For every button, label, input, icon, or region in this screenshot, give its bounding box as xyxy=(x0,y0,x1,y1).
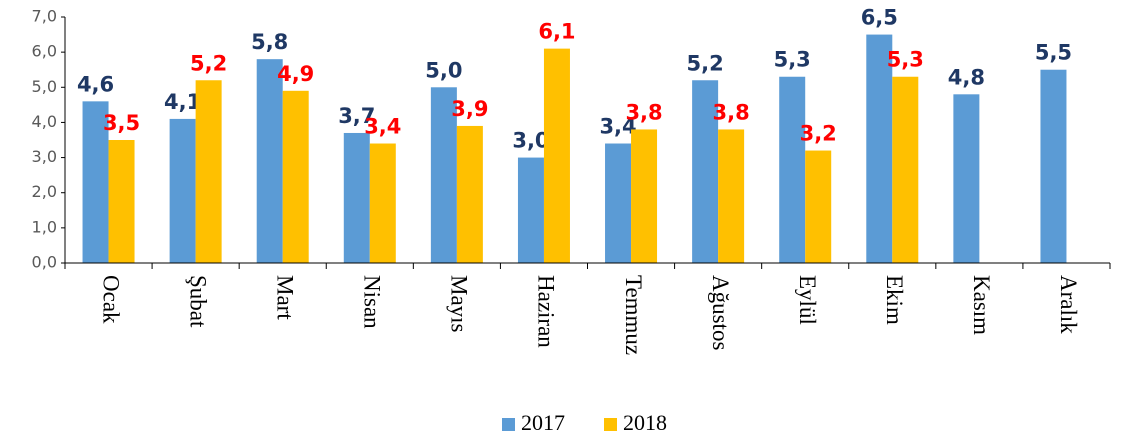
legend-label: 2018 xyxy=(623,410,667,435)
x-tick-label: Ocak xyxy=(98,275,123,324)
bar xyxy=(195,80,222,263)
x-tick-label: Ekim xyxy=(882,275,907,325)
value-label: 5,0 xyxy=(425,58,462,82)
bar xyxy=(343,132,370,263)
value-label: 5,5 xyxy=(1035,41,1072,65)
value-label: 5,3 xyxy=(887,48,924,72)
y-tick-label: 7,0 xyxy=(32,7,57,26)
bar xyxy=(953,94,980,263)
x-tick-label: Mart xyxy=(272,275,297,320)
bar xyxy=(631,129,658,263)
value-label: 5,2 xyxy=(190,51,227,75)
bar xyxy=(543,48,570,263)
bar xyxy=(605,143,632,263)
value-label: 3,7 xyxy=(338,104,375,128)
x-tick-label: Temmuz xyxy=(621,275,646,355)
value-label: 5,3 xyxy=(774,48,811,72)
bar xyxy=(692,80,719,263)
value-label: 3,8 xyxy=(713,100,750,124)
bar xyxy=(779,76,806,263)
bar xyxy=(1040,69,1067,263)
y-tick-label: 3,0 xyxy=(32,147,57,166)
bar xyxy=(282,90,309,263)
bar xyxy=(369,143,396,263)
value-label: 5,8 xyxy=(251,30,288,54)
x-tick-label: Ağustos xyxy=(708,275,733,350)
value-label: 3,0 xyxy=(512,129,549,153)
y-tick-label: 5,0 xyxy=(32,77,57,96)
value-label: 3,9 xyxy=(451,97,488,121)
value-label: 3,4 xyxy=(599,115,636,139)
value-label: 5,2 xyxy=(687,51,724,75)
x-tick-label: Haziran xyxy=(534,275,559,348)
x-tick-label: Eylül xyxy=(795,275,820,325)
x-tick-label: Kasım xyxy=(969,275,994,335)
x-tick-label: Nisan xyxy=(360,275,385,329)
value-label: 4,9 xyxy=(277,62,314,86)
bar xyxy=(430,87,457,264)
bar xyxy=(169,118,196,264)
value-label: 3,2 xyxy=(800,122,837,146)
bar xyxy=(517,157,544,263)
value-label: 4,8 xyxy=(948,65,985,89)
value-label: 4,6 xyxy=(77,72,114,96)
x-tick-label: Mayıs xyxy=(447,275,472,333)
x-tick-label: Aralık xyxy=(1056,275,1081,334)
value-label: 4,1 xyxy=(164,90,201,114)
x-tick-label: Şubat xyxy=(185,275,210,328)
y-tick-label: 6,0 xyxy=(32,42,57,61)
bar xyxy=(892,76,919,263)
value-label: 6,1 xyxy=(538,20,575,44)
y-tick-label: 1,0 xyxy=(32,217,57,236)
value-label: 3,8 xyxy=(625,100,662,124)
bar xyxy=(256,59,283,263)
legend-label: 2017 xyxy=(521,410,565,435)
bar xyxy=(866,34,893,264)
value-label: 6,5 xyxy=(861,6,898,30)
value-label: 3,4 xyxy=(364,115,401,139)
y-tick-label: 4,0 xyxy=(32,112,57,131)
value-label: 3,5 xyxy=(103,111,140,135)
legend-swatch xyxy=(604,418,617,431)
bar xyxy=(108,140,135,263)
bar xyxy=(456,125,483,263)
y-tick-label: 0,0 xyxy=(32,253,57,272)
bar xyxy=(718,129,745,263)
legend-swatch xyxy=(502,418,515,431)
y-tick-label: 2,0 xyxy=(32,182,57,201)
bar xyxy=(805,150,832,263)
bar xyxy=(82,101,109,263)
